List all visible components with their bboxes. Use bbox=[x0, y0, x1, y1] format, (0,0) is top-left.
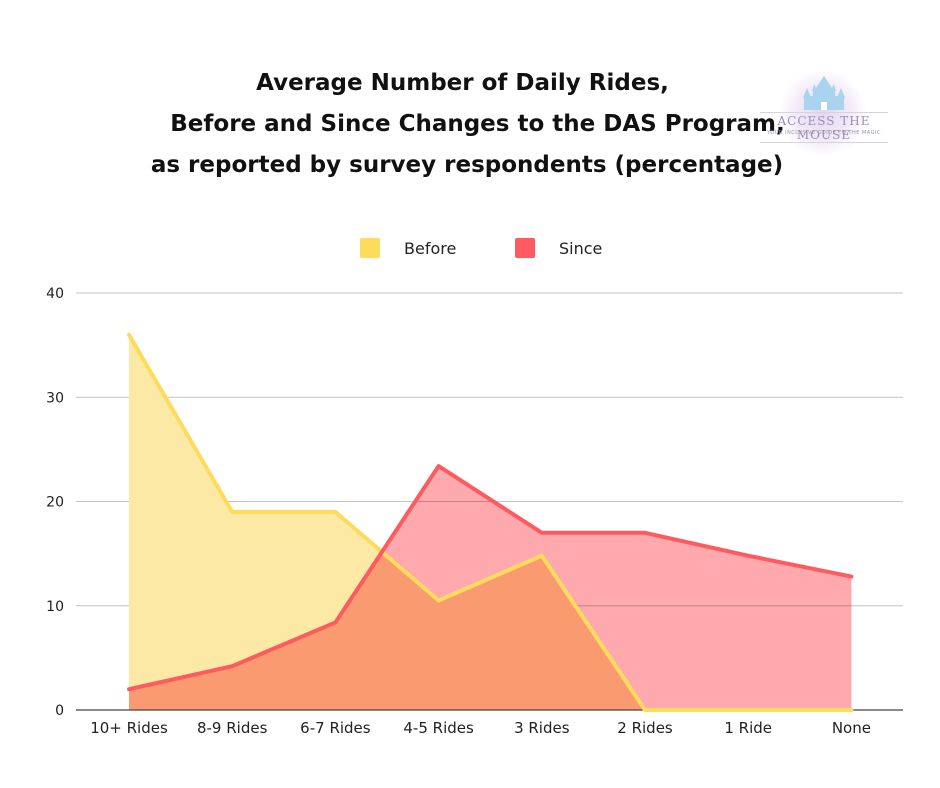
area-chart: 0 10 20 30 40 10+ Rides 8-9 Rides 6-7 Rides 4-5 … bbox=[0, 0, 940, 788]
y-tick-label-30: 30 bbox=[46, 390, 64, 406]
y-tick-label-10: 10 bbox=[46, 599, 64, 615]
x-tick-label-4: 3 Rides bbox=[514, 719, 570, 737]
x-tick-label-1: 8-9 Rides bbox=[197, 719, 268, 737]
y-tick-label-20: 20 bbox=[46, 495, 64, 511]
x-tick-label-3: 4-5 Rides bbox=[403, 719, 474, 737]
x-tick-label-6: 1 Ride bbox=[724, 719, 772, 737]
x-tick-label-7: None bbox=[832, 719, 871, 737]
x-tick-label-5: 2 Rides bbox=[617, 719, 673, 737]
x-tick-label-2: 6-7 Rides bbox=[300, 719, 371, 737]
x-tick-label-0: 10+ Rides bbox=[90, 719, 168, 737]
y-tick-label-40: 40 bbox=[46, 286, 64, 302]
y-tick-label-0: 0 bbox=[55, 703, 64, 719]
